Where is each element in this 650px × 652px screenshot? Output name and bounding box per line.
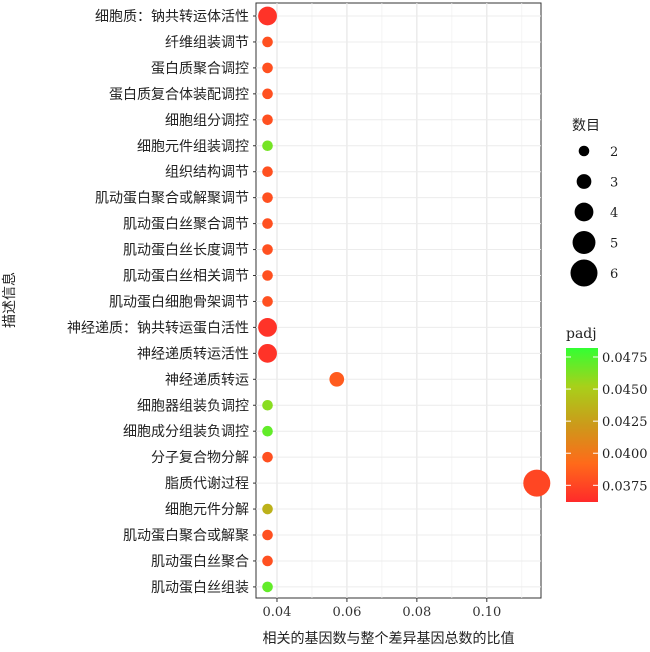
- y-tick-label: 脂质代谢过程: [165, 476, 249, 492]
- x-tick-label: 0.06: [332, 605, 361, 620]
- y-tick-label: 蛋白质复合体装配调控: [109, 86, 249, 103]
- y-tick-label: 肌动蛋白聚合或解聚: [123, 528, 249, 544]
- y-tick-label: 肌动蛋白细胞骨架调节: [109, 294, 249, 310]
- data-point: [262, 218, 273, 229]
- color-legend-label: 0.0400: [602, 447, 648, 462]
- data-point: [262, 166, 273, 177]
- y-tick-label: 细胞元件组装调控: [137, 139, 249, 155]
- data-point: [262, 399, 273, 411]
- size-legend: 数目 2 3 4 5 6: [570, 118, 618, 287]
- size-legend-key: [570, 259, 598, 287]
- data-point: [258, 6, 277, 26]
- y-axis-title: 描述信息: [1, 272, 18, 328]
- color-legend-label: 0.0425: [602, 415, 648, 430]
- y-tick-label: 细胞质：钠共转运体活性: [95, 9, 249, 25]
- data-points: [258, 6, 551, 593]
- size-legend-label: 5: [610, 237, 618, 252]
- y-tick-label: 神经递质转运活性: [137, 346, 249, 362]
- y-tick-label: 肌动蛋白丝聚合调节: [123, 217, 249, 233]
- y-tick-label: 肌动蛋白丝相关调节: [123, 269, 249, 285]
- color-legend-label: 0.0450: [602, 383, 648, 398]
- color-bar: [566, 348, 598, 502]
- data-point: [258, 318, 277, 337]
- data-point: [262, 425, 273, 437]
- data-point: [262, 114, 273, 126]
- size-legend-label: 4: [610, 206, 618, 221]
- data-point: [262, 296, 273, 307]
- size-legend-label: 3: [610, 176, 618, 191]
- data-point: [329, 371, 345, 387]
- x-tick-label: 0.10: [472, 605, 501, 620]
- color-legend-label: 0.0475: [602, 351, 648, 366]
- data-point: [262, 140, 273, 152]
- y-tick-label: 蛋白质聚合调控: [151, 61, 249, 77]
- data-point: [262, 581, 273, 593]
- data-point: [262, 88, 273, 100]
- data-point: [262, 503, 273, 515]
- data-point: [262, 36, 273, 48]
- y-tick-label: 肌动蛋白丝组装: [151, 580, 249, 596]
- data-point: [262, 62, 273, 74]
- data-point: [262, 192, 273, 203]
- data-point: [262, 529, 273, 541]
- x-tick-label: 0.08: [402, 605, 431, 620]
- color-legend-label: 0.0375: [602, 479, 648, 494]
- y-axis-labels: 细胞质：钠共转运体活性纤维组装调节蛋白质聚合调控蛋白质复合体装配调控细胞组分调控…: [67, 9, 256, 596]
- data-point: [262, 555, 273, 567]
- size-legend-label: 2: [610, 145, 618, 160]
- y-tick-label: 细胞元件分解: [165, 502, 249, 518]
- size-legend-key: [576, 174, 592, 189]
- x-tick-label: 0.04: [263, 605, 292, 620]
- size-legend-key: [578, 145, 590, 157]
- data-point: [523, 469, 551, 497]
- y-tick-label: 肌动蛋白丝长度调节: [123, 243, 249, 259]
- y-tick-label: 细胞器组装负调控: [137, 398, 249, 414]
- size-legend-label: 6: [610, 267, 618, 282]
- y-tick-label: 神经递质：钠共转运蛋白活性: [67, 320, 249, 336]
- data-point: [262, 244, 273, 255]
- color-legend: padj 0.0475 0.0450 0.0425 0.0400 0.0375: [566, 326, 648, 502]
- size-legend-key: [572, 231, 596, 254]
- y-tick-label: 肌动蛋白丝聚合: [151, 554, 249, 570]
- x-axis-ticks: 0.04 0.06 0.08 0.10: [263, 598, 501, 620]
- y-tick-label: 细胞成分组装负调控: [123, 424, 249, 440]
- y-tick-label: 纤维组装调节: [165, 35, 249, 51]
- data-point: [262, 270, 273, 281]
- x-axis-title: 相关的基因数与整个差异基因总数的比值: [263, 630, 515, 647]
- data-point: [258, 343, 277, 363]
- y-tick-label: 细胞组分调控: [165, 113, 249, 129]
- y-tick-label: 肌动蛋白聚合或解聚调节: [95, 191, 249, 207]
- size-legend-key: [574, 202, 594, 222]
- y-tick-label: 分子复合物分解: [151, 449, 249, 466]
- data-point: [262, 451, 273, 463]
- y-tick-label: 神经递质转运: [165, 372, 249, 388]
- plot-panel: [255, 2, 542, 599]
- color-legend-title: padj: [566, 326, 597, 342]
- grid-lines: [256, 3, 541, 598]
- size-legend-title: 数目: [572, 118, 600, 134]
- y-tick-label: 组织结构调节: [165, 165, 249, 181]
